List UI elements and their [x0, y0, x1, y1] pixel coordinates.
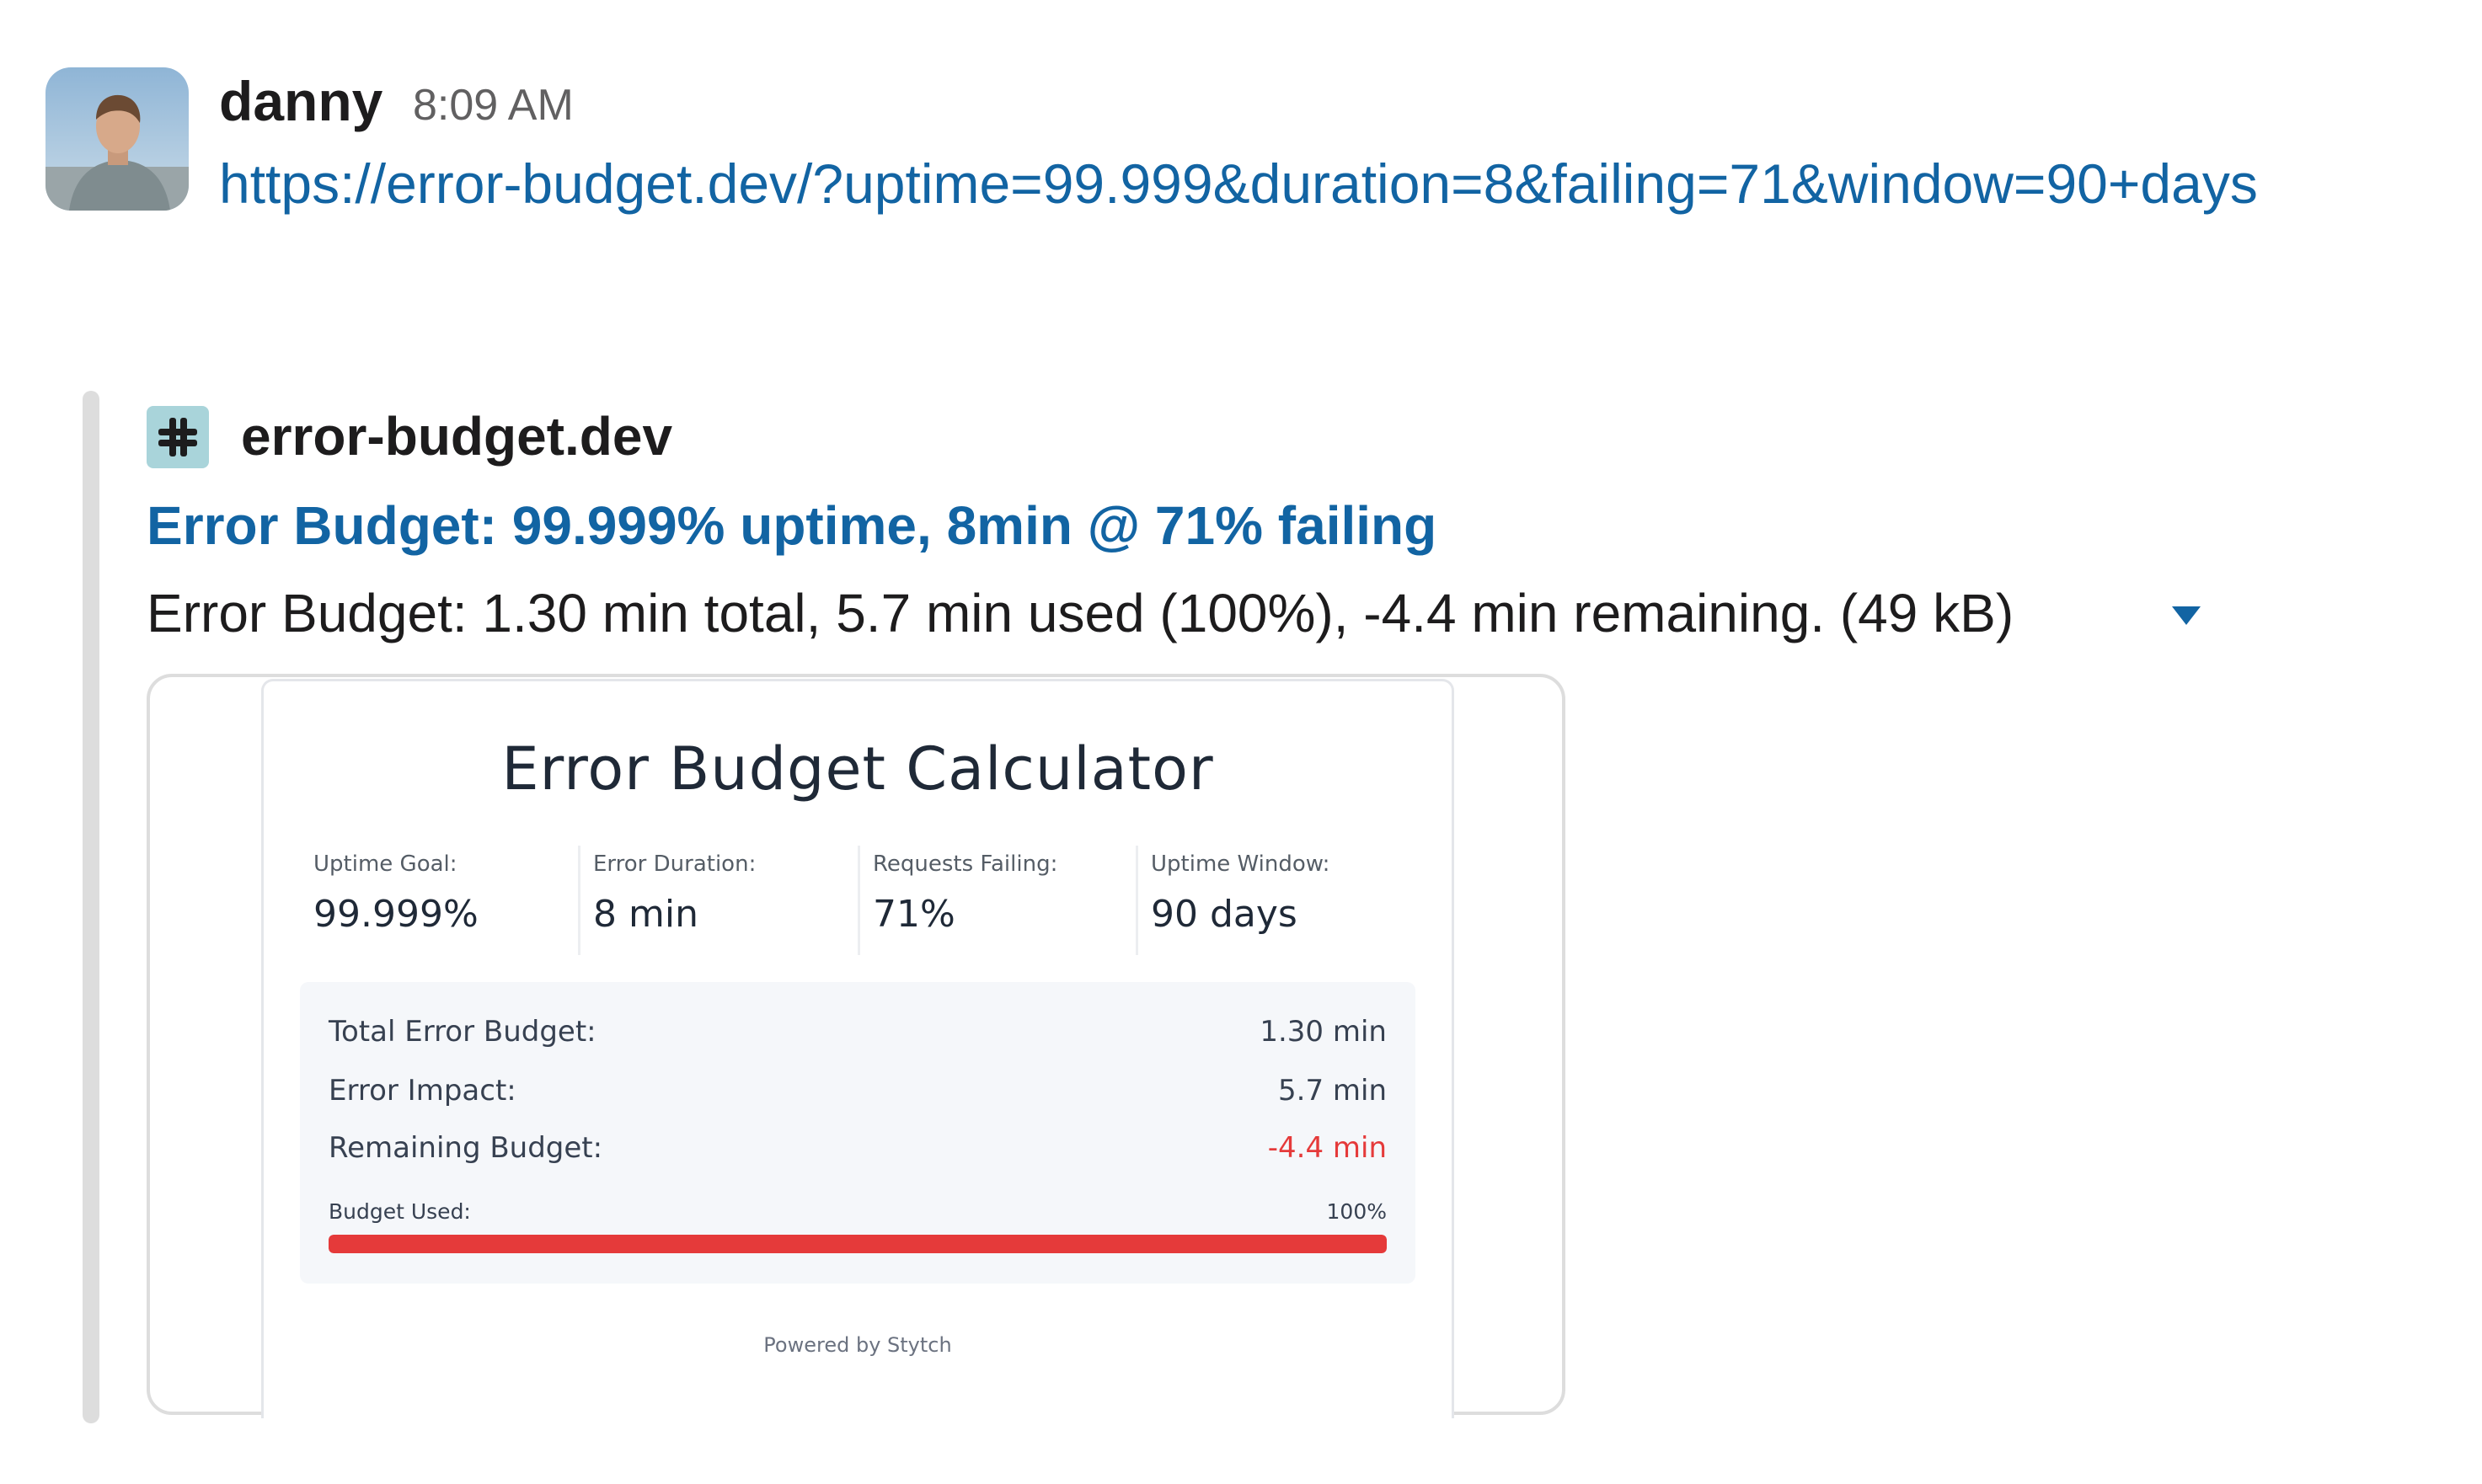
budget-used-value: 100% [1326, 1199, 1387, 1224]
powered-by-footer: Powered by Stytch [763, 1333, 952, 1357]
result-label: Remaining Budget: [329, 1131, 603, 1165]
result-label: Total Error Budget: [329, 1015, 596, 1049]
metric-label: Error Duration: [593, 851, 757, 877]
message-link[interactable]: https://error-budget.dev/?uptime=99.999&… [219, 152, 2258, 215]
calculator-title: Error Budget Calculator [501, 734, 1214, 803]
result-value: -4.4 min [1267, 1131, 1387, 1165]
user-avatar[interactable] [45, 67, 189, 211]
avatar-photo [45, 67, 189, 211]
result-value: 1.30 min [1260, 1015, 1387, 1049]
unfurl-title-link[interactable]: Error Budget: 99.999% uptime, 8min @ 71%… [147, 495, 1437, 556]
metric-label: Requests Failing: [873, 851, 1058, 877]
caret-down-icon[interactable] [2165, 600, 2207, 633]
metric-uptime-goal: Uptime Goal: 99.999% [313, 849, 575, 955]
metric-uptime-window: Uptime Window: 90 days [1151, 849, 1412, 955]
metric-divider [578, 846, 580, 955]
result-remaining-budget: Remaining Budget: -4.4 min [329, 1127, 1387, 1169]
result-error-impact: Error Impact: 5.7 min [329, 1070, 1387, 1112]
result-value: 5.7 min [1278, 1074, 1387, 1108]
metric-requests-failing: Requests Failing: 71% [873, 849, 1134, 955]
metric-value: 99.999% [313, 893, 479, 936]
metric-value: 71% [873, 893, 955, 936]
budget-progress-bar [329, 1235, 1387, 1253]
metric-label: Uptime Window: [1151, 851, 1330, 877]
results-panel [300, 982, 1415, 1284]
message-timestamp[interactable]: 8:09 AM [413, 81, 574, 130]
result-total-error-budget: Total Error Budget: 1.30 min [329, 1011, 1387, 1053]
metric-value: 90 days [1151, 893, 1297, 936]
message-author[interactable]: danny [219, 70, 383, 132]
metric-value: 8 min [593, 893, 698, 936]
budget-progress-fill [329, 1235, 1387, 1253]
metric-divider [1136, 846, 1138, 955]
budget-used-row: Budget Used: 100% [329, 1198, 1387, 1226]
unfurl-description: Error Budget: 1.30 min total, 5.7 min us… [147, 583, 2014, 643]
slack-hash-icon [147, 406, 209, 468]
metric-label: Uptime Goal: [313, 851, 457, 877]
unfurl-site-name[interactable]: error-budget.dev [241, 406, 673, 467]
metric-error-duration: Error Duration: 8 min [593, 849, 854, 955]
result-label: Error Impact: [329, 1074, 516, 1108]
metric-divider [858, 846, 860, 955]
budget-used-label: Budget Used: [329, 1199, 471, 1224]
attachment-accent-bar [83, 391, 99, 1423]
